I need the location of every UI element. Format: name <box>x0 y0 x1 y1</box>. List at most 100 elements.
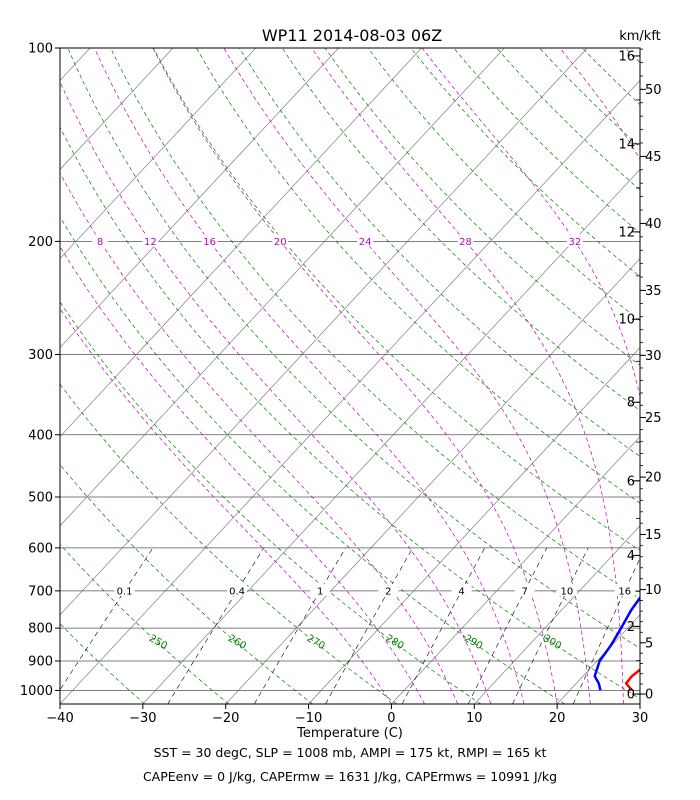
isotherm-line <box>60 79 640 704</box>
dry-adiabat-line <box>410 48 640 278</box>
dry-adiabat-line <box>67 48 640 649</box>
label-background <box>378 583 399 596</box>
pressure-tick-label: 200 <box>28 235 53 250</box>
x-tick-label: 0 <box>387 711 395 726</box>
mixing-ratio-label: 10 <box>561 586 574 597</box>
moist-adiabat-label: 28 <box>459 237 472 248</box>
isotherm-line <box>60 48 174 170</box>
sounding-series <box>593 595 640 692</box>
dry-adiabat-line <box>60 126 640 700</box>
x-axis-label: Temperature (C) <box>296 726 403 741</box>
moist-adiabat-line <box>152 48 558 704</box>
label-background <box>114 583 135 596</box>
label-background <box>142 234 159 247</box>
label-background <box>201 234 218 247</box>
pressure-tick-label: 500 <box>28 491 53 506</box>
dry-adiabat-line <box>496 48 640 191</box>
pressure-tick-label: 600 <box>28 541 53 556</box>
mixing-ratio-line <box>467 547 548 704</box>
mixing-ratio-label: 0.4 <box>229 586 245 597</box>
moist-adiabat-label: 32 <box>569 237 582 248</box>
label-background <box>92 234 109 247</box>
kft-tick-label: 30 <box>645 349 662 364</box>
isotherm-line <box>142 168 640 704</box>
dry-adiabat-line <box>60 702 61 704</box>
label-background <box>556 583 577 596</box>
kft-tick-label: 40 <box>645 217 662 232</box>
km-tick-label: 4 <box>627 549 635 564</box>
x-tick-label: 10 <box>466 711 483 726</box>
dry-adiabat-label: 290 <box>462 633 484 652</box>
mixing-ratio-label: 7 <box>522 586 528 597</box>
km-tick-label: 2 <box>627 620 635 635</box>
moist-adiabat-line <box>60 172 459 704</box>
mixing-ratio-line <box>60 547 154 691</box>
kft-tick-label: 35 <box>645 284 662 299</box>
label-background <box>614 583 635 596</box>
dry-adiabat-line <box>60 543 229 704</box>
label-background <box>457 234 474 247</box>
km-tick-label: 16 <box>618 49 635 64</box>
pressure-tick-label: 400 <box>28 428 53 443</box>
dry-adiabat-line <box>60 464 313 704</box>
x-tick-label: 30 <box>632 711 649 726</box>
mixing-ratio-label: 1 <box>317 586 323 597</box>
dry-adiabat-line <box>625 48 640 63</box>
moist-adiabat-line <box>60 307 392 704</box>
label-background <box>357 234 374 247</box>
isotherm-line <box>308 347 640 704</box>
label-background <box>272 234 289 247</box>
km-tick-label: 12 <box>618 225 635 240</box>
km-tick-label: 6 <box>627 474 635 489</box>
dewpoint-line <box>593 595 640 691</box>
footnote-line-2: CAPEenv = 0 J/kg, CAPErmw = 1631 J/kg, C… <box>142 769 558 784</box>
pressure-tick-label: 1000 <box>20 684 53 699</box>
chart-title: WP11 2014-08-03 06Z <box>262 26 442 45</box>
x-tick-label: −20 <box>212 711 239 726</box>
mixing-ratio-line <box>254 547 346 704</box>
isotherm-line <box>391 436 640 704</box>
dry-adiabat-label: 300 <box>541 633 563 652</box>
plot-frame <box>59 47 641 705</box>
mixing-ratio-label: 4 <box>458 586 464 597</box>
dry-adiabat-line <box>196 48 640 504</box>
kft-tick-label: 15 <box>645 528 662 543</box>
kft-tick-label: 45 <box>645 150 662 165</box>
km-tick-label: 0 <box>627 688 635 703</box>
moist-adiabat-line <box>60 80 492 704</box>
x-tick-label: 20 <box>549 711 566 726</box>
mixing-ratio-label: 16 <box>618 586 631 597</box>
moist-adiabat-label: 20 <box>274 237 287 248</box>
kft-tick-label: 25 <box>645 411 662 426</box>
pressure-tick-label: 300 <box>28 348 53 363</box>
label-background <box>451 583 472 596</box>
pressure-tick-label: 100 <box>28 42 53 57</box>
mixing-ratio-line <box>167 547 265 704</box>
label-background <box>227 583 248 596</box>
label-background <box>514 583 535 596</box>
right-axis-label: km/kft <box>619 29 661 44</box>
isotherm-line <box>60 48 422 438</box>
x-tick-label: −10 <box>295 711 322 726</box>
dry-adiabat-label: 280 <box>383 633 405 652</box>
dry-adiabat-line <box>281 48 640 411</box>
isotherm-line <box>60 48 91 81</box>
kft-tick-label: 5 <box>645 636 653 651</box>
moist-adiabat-label: 12 <box>144 237 157 248</box>
isotherm-line <box>60 48 257 260</box>
dry-adiabat-line <box>153 48 640 551</box>
kft-tick-label: 20 <box>645 471 662 486</box>
moist-adiabat-label: 16 <box>203 237 216 248</box>
pressure-tick-label: 700 <box>28 584 53 599</box>
isotherm-line <box>60 48 588 616</box>
km-tick-label: 10 <box>618 313 635 328</box>
dry-adiabat-label: 250 <box>147 633 169 652</box>
moist-adiabat-line <box>60 245 425 704</box>
isotherm-line <box>474 525 640 704</box>
dry-adiabat-line <box>668 48 700 704</box>
mixing-ratio-label: 2 <box>385 586 391 597</box>
kft-tick-label: 50 <box>645 83 662 98</box>
moist-adiabat-line <box>311 48 624 704</box>
